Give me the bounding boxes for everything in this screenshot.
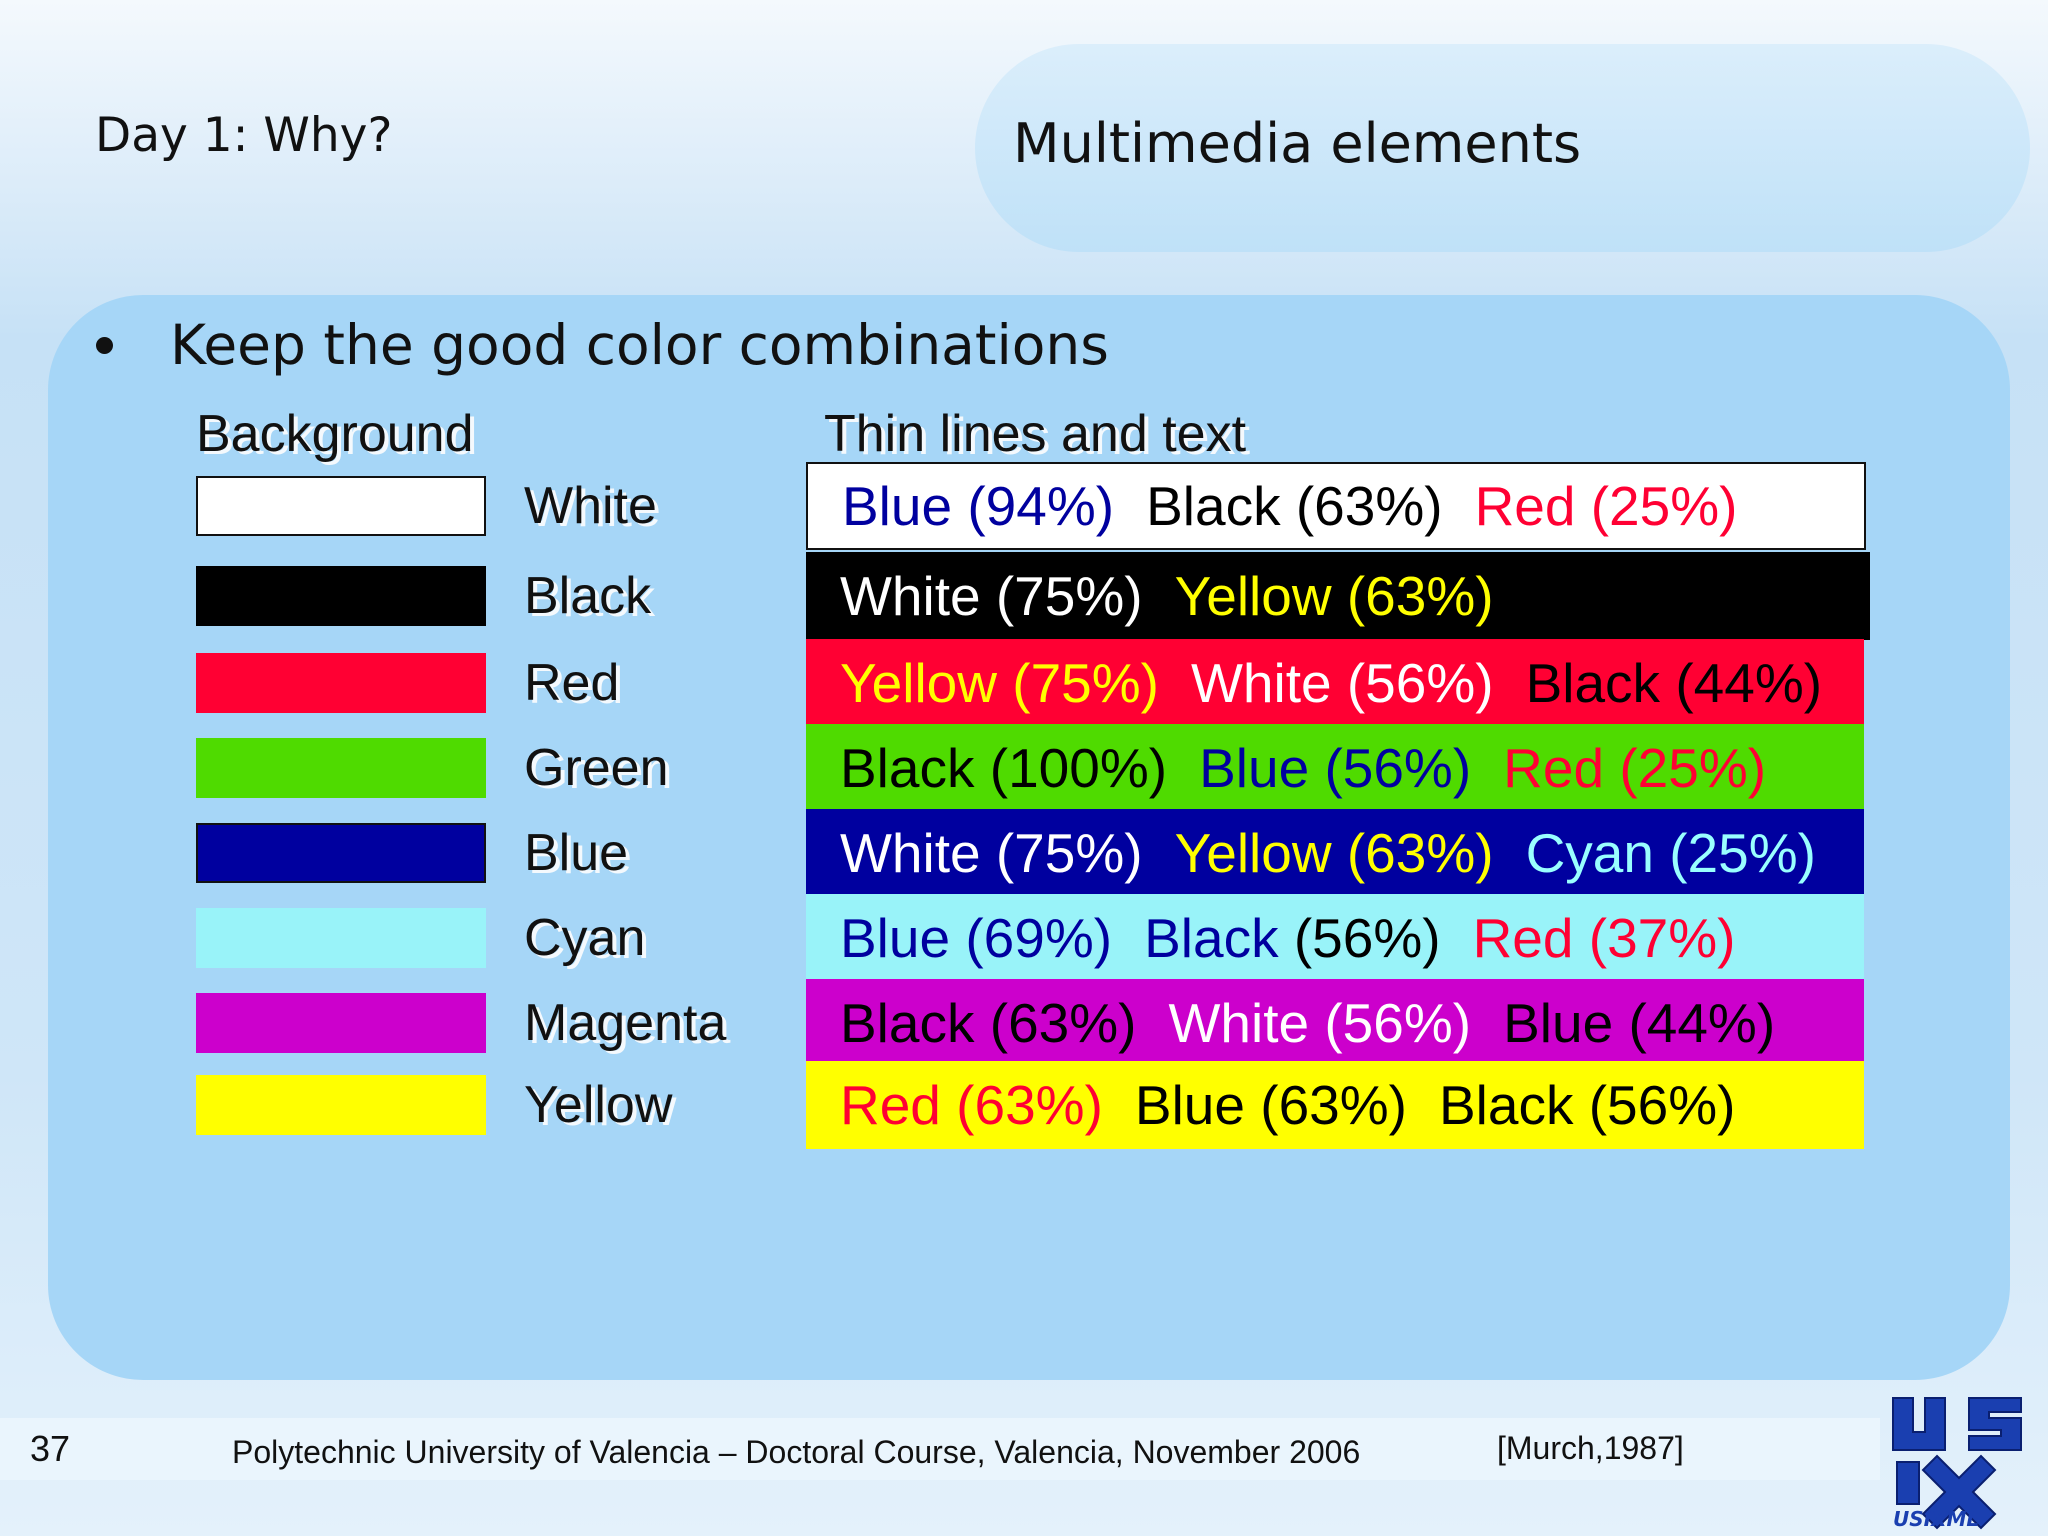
text-color-band-cyan: Blue (69%) Black (56%) Red (37%) (806, 894, 1864, 982)
text-color-sample: Blue (56%) (1199, 737, 1472, 799)
thin-lines-column-header: Thin lines and text (824, 405, 1247, 463)
sample-prefix: Black (1144, 907, 1279, 969)
background-swatch-blue (196, 823, 486, 883)
text-color-sample: Black (63%) (840, 992, 1137, 1054)
page-number: 37 (30, 1428, 71, 1469)
citation: [Murch,1987] (1497, 1430, 1684, 1466)
text-color-sample: Yellow (75%) (840, 652, 1159, 714)
background-label: Cyan (524, 909, 646, 967)
day-title: Day 1: Why? (95, 108, 393, 163)
background-swatch-magenta (196, 993, 486, 1053)
background-swatch-black (196, 566, 486, 626)
background-column-header: Background (196, 405, 474, 463)
text-color-band-yellow: Red (63%) Blue (63%) Black (56%) (806, 1061, 1864, 1149)
sample-suffix: (56%) (1278, 907, 1441, 969)
background-swatch-yellow (196, 1075, 486, 1135)
usixml-logo: USIXML (1892, 1397, 2022, 1530)
text-color-band-blue: White (75%) Yellow (63%) Cyan (25%) (806, 809, 1864, 897)
text-color-sample: Black (44%) (1525, 652, 1823, 714)
background-label: Yellow (524, 1076, 673, 1134)
footer-bar (0, 1418, 1880, 1480)
text-color-sample: Red (63%) (840, 1074, 1103, 1136)
text-color-sample: White (75%) (840, 565, 1143, 627)
text-color-sample: Blue (44%) (1503, 992, 1776, 1054)
text-color-sample: Red (37%) (1472, 907, 1736, 969)
text-color-sample: Black (56%) (1438, 1074, 1736, 1136)
text-color-sample: Blue (69%) (840, 907, 1113, 969)
text-color-sample: Cyan (25%) (1525, 822, 1816, 884)
text-color-band-red: Yellow (75%) White (56%) Black (44%) (806, 639, 1864, 727)
svg-text:USIXML: USIXML (1893, 1507, 1979, 1530)
text-color-sample: Red (25%) (1474, 475, 1738, 537)
text-color-sample: White (56%) (1168, 992, 1472, 1054)
text-color-sample: White (75%) (840, 822, 1143, 884)
background-swatch-red (196, 653, 486, 713)
background-label: Black (524, 567, 652, 625)
background-swatch-cyan (196, 908, 486, 968)
background-swatch-white (196, 476, 486, 536)
bullet-icon (96, 337, 113, 354)
background-label: Blue (524, 824, 629, 882)
text-color-sample: Yellow (63%) (1174, 565, 1494, 627)
background-label: Magenta (524, 994, 727, 1052)
background-label: Red (524, 654, 620, 712)
background-label: White (524, 477, 657, 535)
text-color-sample: Black (100%) (840, 737, 1168, 799)
text-color-band-white: Blue (94%) Black (63%) Red (25%) (806, 462, 1866, 550)
background-swatch-green (196, 738, 486, 798)
background-label: Green (524, 739, 669, 797)
text-color-sample: Red (25%) (1503, 737, 1767, 799)
text-color-sample: Blue (94%) (842, 475, 1115, 537)
text-color-band-green: Black (100%) Blue (56%) Red (25%) (806, 724, 1864, 812)
text-color-sample: Black (63%) (1146, 475, 1443, 537)
slide-title: Multimedia elements (1013, 112, 1582, 175)
text-color-sample: Yellow (63%) (1174, 822, 1494, 884)
text-color-sample: Black (56%) (1144, 906, 1441, 970)
text-color-band-magenta: Black (63%) White (56%) Blue (44%) (806, 979, 1864, 1067)
text-color-sample: Blue (63%) (1134, 1074, 1407, 1136)
title-banner (975, 44, 2030, 252)
footer-text: Polytechnic University of Valencia – Doc… (232, 1434, 1361, 1470)
text-color-sample: White (56%) (1190, 652, 1494, 714)
text-color-band-black: White (75%) Yellow (63%) (806, 552, 1870, 640)
bullet-text: Keep the good color combinations (170, 313, 1109, 377)
